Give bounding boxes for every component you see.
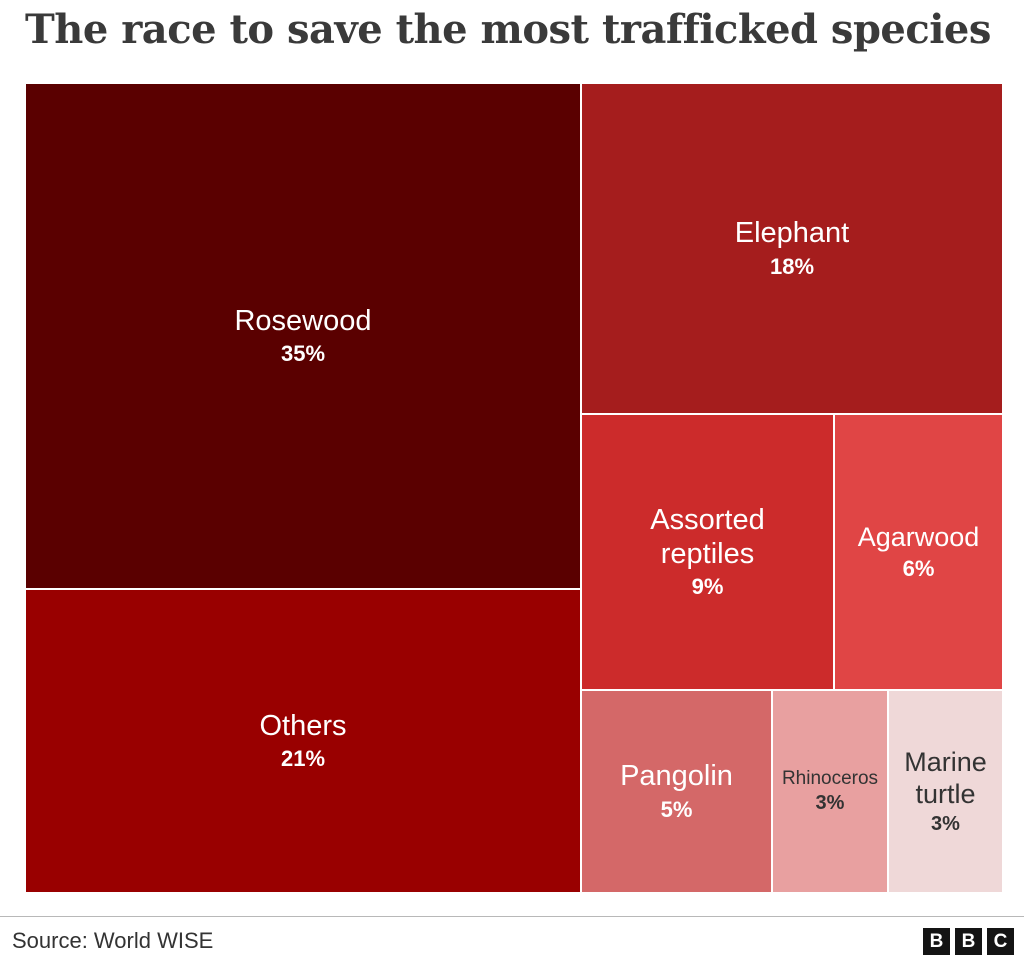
logo-letter-3: C xyxy=(987,928,1014,955)
tile-value: 3% xyxy=(815,792,845,815)
tile-label: Pangolin xyxy=(620,760,733,793)
treemap-tile-rhinoceros: Rhinoceros 3% xyxy=(772,690,888,893)
chart-title: The race to save the most trafficked spe… xyxy=(25,6,991,53)
tile-value: 9% xyxy=(691,573,724,599)
tile-value: 5% xyxy=(660,796,693,822)
tile-label: Marine turtle xyxy=(904,747,987,809)
tile-value: 6% xyxy=(902,556,935,582)
treemap-tile-assorted-reptiles: Assorted reptiles 9% xyxy=(581,414,834,690)
treemap-tile-rosewood: Rosewood 35% xyxy=(25,83,581,589)
footer-divider xyxy=(0,916,1024,917)
tile-label: Rhinoceros xyxy=(781,767,879,789)
logo-letter-1: B xyxy=(923,928,950,955)
tile-label: Others xyxy=(259,709,347,742)
tile-label: Assorted reptiles xyxy=(650,504,765,570)
treemap-tile-agarwood: Agarwood 6% xyxy=(834,414,1003,690)
tile-value: 3% xyxy=(931,812,960,835)
source-note: Source: World WISE xyxy=(12,928,214,953)
treemap-tile-marine-turtle: Marine turtle 3% xyxy=(888,690,1003,893)
bbc-logo: B B C xyxy=(923,928,1014,955)
treemap-tile-pangolin: Pangolin 5% xyxy=(581,690,772,893)
tile-value: 21% xyxy=(280,746,326,772)
tile-value: 18% xyxy=(769,253,815,279)
logo-letter-2: B xyxy=(955,928,982,955)
tile-label: Rosewood xyxy=(234,304,372,337)
tile-label: Agarwood xyxy=(857,521,980,552)
treemap-tile-elephant: Elephant 18% xyxy=(581,83,1003,414)
treemap-tile-others: Others 21% xyxy=(25,589,581,893)
tile-value: 35% xyxy=(280,341,326,367)
tile-label: Elephant xyxy=(734,217,850,250)
